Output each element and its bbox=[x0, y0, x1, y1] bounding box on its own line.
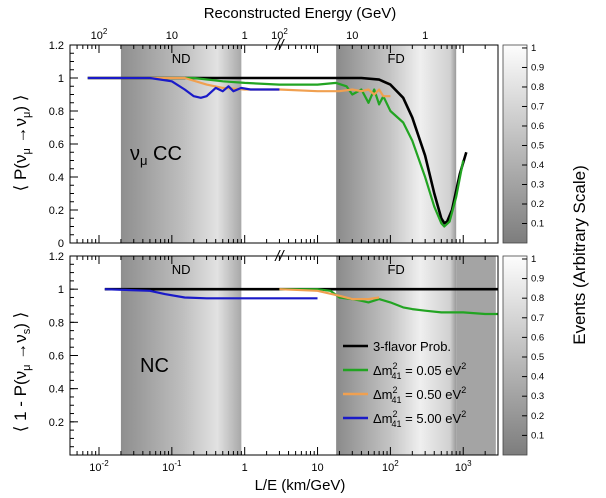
colorbar-top bbox=[502, 44, 528, 244]
legend-005-label: Δm2 41 = 0.05 eV2 bbox=[373, 361, 466, 381]
y-tick-label: 0.6 bbox=[49, 139, 64, 151]
y-tick-label: 0 bbox=[58, 238, 64, 250]
top-tick-label: 1 bbox=[242, 30, 248, 42]
top-tick-label: 10 bbox=[166, 30, 178, 42]
colorbar-tick-label: 0.8 bbox=[531, 293, 544, 304]
x-tick-label: 102 bbox=[382, 459, 399, 474]
axis-break-marker: // bbox=[274, 248, 285, 265]
region-label-nd: ND bbox=[172, 51, 191, 66]
region-fd-tail bbox=[456, 256, 496, 455]
top-y-axis-label: ⟨ P(νμ →νμ) ⟩ bbox=[11, 95, 33, 192]
x-tick-label: 10-1 bbox=[162, 459, 182, 474]
legend: 3-flavor Prob. Δm2 41 = 0.05 eV2 Δm2 41 = … bbox=[343, 339, 466, 429]
colorbar-tick-label: 0.7 bbox=[531, 101, 544, 112]
x-tick-label: 10-2 bbox=[89, 459, 109, 474]
colorbar-tick-label: 0.2 bbox=[531, 411, 544, 422]
colorbar-bottom bbox=[502, 255, 528, 456]
x-tick-label: 10 bbox=[311, 462, 323, 474]
bottom-panel: ND FD 0.2 0.4 0.6 0.8 1 1.2 // NC ⟨ 1 - P(νμ →ν… bbox=[11, 248, 499, 456]
x-tick-label: 1 bbox=[242, 462, 248, 474]
legend-050-label: Δm2 41 = 0.50 eV2 bbox=[373, 385, 466, 405]
y-tick-label: 0.6 bbox=[49, 351, 64, 363]
colorbar-tick-label: 0.5 bbox=[531, 352, 544, 363]
colorbar-tick-label: 0.9 bbox=[531, 274, 544, 285]
colorbar-tick-label: 0.6 bbox=[531, 121, 544, 132]
y-tick-label: 0.2 bbox=[49, 205, 64, 217]
y-tick-label: 1.2 bbox=[49, 251, 64, 263]
legend-500-label: Δm2 41 = 5.00 eV2 bbox=[373, 409, 466, 429]
series-blue bbox=[104, 288, 318, 300]
bottom-y-axis-label: ⟨ 1 - P(νμ →νs) ⟩ bbox=[11, 312, 33, 433]
series-3-flavor-prob- bbox=[87, 76, 468, 225]
colorbar-tick-label: 1 bbox=[531, 254, 536, 265]
y-tick-label: 0.8 bbox=[49, 317, 64, 329]
region-label-fd: FD bbox=[387, 51, 404, 66]
y-tick-label: 1 bbox=[58, 73, 64, 85]
top-axis-ticks: 102 10 1 102 10 1 bbox=[91, 27, 429, 42]
y-tick-label: 0.8 bbox=[49, 106, 64, 118]
y-tick-label: 1 bbox=[58, 284, 64, 296]
axis-break-marker: // bbox=[274, 37, 285, 54]
top-axis-title: Reconstructed Energy (GeV) bbox=[204, 5, 397, 22]
colorbar-tick-label: 0.3 bbox=[531, 391, 544, 402]
y-tick-label: 0.4 bbox=[49, 172, 64, 184]
colorbar-tick-label: 0.2 bbox=[531, 199, 544, 210]
region-label-fd: FD bbox=[387, 262, 404, 277]
series-orange bbox=[87, 76, 391, 98]
y-tick-label: 0.2 bbox=[49, 417, 64, 429]
colorbar-tick-label: 0.4 bbox=[531, 160, 544, 171]
colorbar-tick-label: 1 bbox=[531, 43, 536, 54]
colorbar-tick-label: 0.6 bbox=[531, 332, 544, 343]
colorbar-tick-label: 0.5 bbox=[531, 140, 544, 151]
series-blue bbox=[87, 76, 280, 99]
colorbar-tick-label: 0.8 bbox=[531, 82, 544, 93]
probability-curves bbox=[87, 76, 468, 228]
top-panel: ND FD 0 0.2 0.4 0.6 0.8 1 1.2 // νμ CC ⟨ P(νμ →ν… bbox=[11, 37, 499, 250]
series-green bbox=[87, 76, 465, 228]
colorbar-tick-label: 0.7 bbox=[531, 313, 544, 324]
x-axis-title: L/E (km/GeV) bbox=[255, 477, 346, 494]
y-tick-label: 0.4 bbox=[49, 384, 64, 396]
top-tick-label: 10 bbox=[346, 30, 358, 42]
colorbars: 0.1 0.2 0.3 0.4 0.5 0.6 0.7 0.8 0.9 1 0.1 0.2 0.3 0.4… bbox=[502, 43, 544, 456]
colorbar-tick-label: 0.3 bbox=[531, 179, 544, 190]
top-panel-axes: 0 0.2 0.4 0.6 0.8 1 1.2 // bbox=[49, 37, 499, 250]
legend-3flavor-label: 3-flavor Prob. bbox=[373, 339, 451, 354]
x-tick-label: 103 bbox=[455, 459, 472, 474]
y-tick-label: 1.2 bbox=[49, 40, 64, 52]
nc-label: NC bbox=[140, 355, 169, 377]
colorbar-tick-label: 0.9 bbox=[531, 62, 544, 73]
probability-curves bbox=[104, 287, 498, 316]
bottom-panel-axes: 0.2 0.4 0.6 0.8 1 1.2 // bbox=[49, 248, 499, 456]
region-label-nd: ND bbox=[172, 262, 191, 277]
colorbar-tick-label: 0.4 bbox=[531, 372, 544, 383]
top-tick-label: 102 bbox=[91, 27, 108, 42]
series-orange bbox=[279, 288, 380, 301]
region-nd bbox=[120, 256, 242, 455]
top-tick-label: 102 bbox=[271, 27, 288, 42]
x-axis-ticks: 10-2 10-1 1 10 102 103 bbox=[89, 459, 472, 474]
colorbar-tick-label: 0.1 bbox=[531, 430, 544, 441]
top-tick-label: 1 bbox=[422, 30, 428, 42]
colorbar-label: Events (Arbitrary Scale) bbox=[570, 165, 589, 345]
colorbar-tick-label: 0.1 bbox=[531, 218, 544, 229]
numu-cc-label: νμ CC bbox=[130, 143, 182, 168]
